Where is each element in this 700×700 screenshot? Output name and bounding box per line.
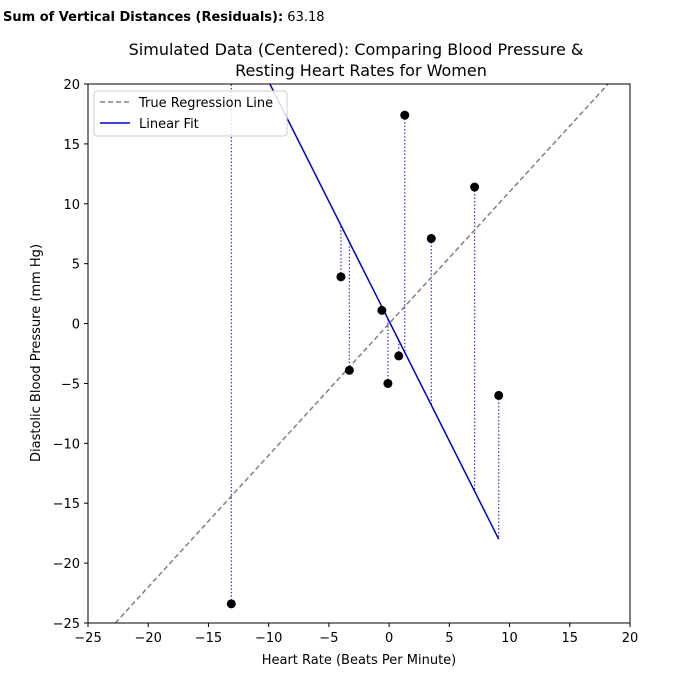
x-axis: −25 −20 −15 −10 −5 0 5 10 15 20 xyxy=(74,623,638,646)
data-point xyxy=(494,390,504,400)
data-point xyxy=(344,365,354,375)
data-point xyxy=(377,305,387,315)
residual-lines xyxy=(230,84,500,604)
y-tick-label: 0 xyxy=(72,318,80,333)
true-regression-line xyxy=(114,83,609,624)
plot-frame xyxy=(87,83,631,624)
x-tick-label: −15 xyxy=(195,631,222,646)
regression-lines xyxy=(114,83,609,624)
data-point xyxy=(336,272,346,282)
legend: True Regression Line Linear Fit xyxy=(93,90,288,137)
residual-sum-label: Sum of Vertical Distances (Residuals): xyxy=(3,10,284,25)
chart-title-line-1: Simulated Data (Centered): Comparing Blo… xyxy=(129,40,584,59)
y-tick-label: −15 xyxy=(53,497,80,512)
x-tick-label: −20 xyxy=(135,631,162,646)
x-tick-label: 10 xyxy=(501,631,518,646)
data-points xyxy=(226,110,504,609)
y-tick-label: −20 xyxy=(53,557,80,572)
residual-summary: Sum of Vertical Distances (Residuals): 6… xyxy=(3,10,325,25)
x-axis-label: Heart Rate (Beats Per Minute) xyxy=(262,653,457,668)
residual-sum-value: 63.18 xyxy=(287,10,325,25)
y-axis: −25 −20 −15 −10 −5 0 5 10 15 20 xyxy=(53,78,88,632)
y-tick-label: −5 xyxy=(61,377,80,392)
legend-fit-line-label: Linear Fit xyxy=(139,117,199,132)
legend-box xyxy=(93,90,288,137)
x-tick-label: 15 xyxy=(562,631,579,646)
y-tick-label: 5 xyxy=(72,258,80,273)
legend-true-line-label: True Regression Line xyxy=(138,96,273,111)
x-tick-label: 5 xyxy=(445,631,453,646)
data-point xyxy=(400,110,410,120)
y-tick-label: 15 xyxy=(63,138,80,153)
x-tick-label: 20 xyxy=(622,631,639,646)
data-point xyxy=(394,351,404,361)
y-tick-label: 10 xyxy=(63,198,80,213)
chart-title-line-2: Resting Heart Rates for Women xyxy=(235,61,487,80)
data-point xyxy=(383,378,393,388)
y-tick-label: −10 xyxy=(53,437,80,452)
x-tick-label: −5 xyxy=(319,631,338,646)
x-tick-label: −10 xyxy=(255,631,282,646)
y-axis-label: Diastolic Blood Pressure (mm Hg) xyxy=(29,244,44,462)
y-tick-label: 20 xyxy=(63,78,80,93)
x-tick-label: −25 xyxy=(74,631,101,646)
data-point xyxy=(426,234,436,244)
x-tick-label: 0 xyxy=(385,631,393,646)
y-tick-label: −25 xyxy=(53,617,80,632)
data-point xyxy=(470,182,480,192)
data-point xyxy=(226,599,236,609)
